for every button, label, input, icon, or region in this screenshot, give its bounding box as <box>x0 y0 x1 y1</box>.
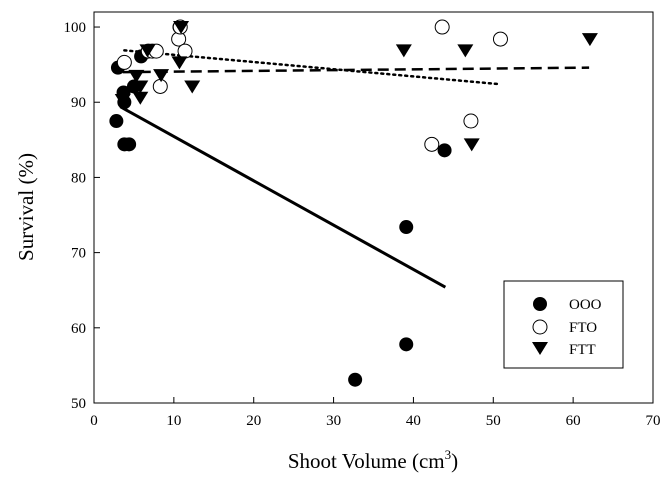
y-tick-label: 60 <box>71 321 86 337</box>
point-fto <box>152 78 168 94</box>
x-tick-label: 0 <box>90 413 98 429</box>
legend-label-ooo: OOO <box>569 297 602 313</box>
legend-marker-ftt <box>532 342 548 355</box>
point-fto <box>463 113 479 129</box>
x-axis-ticks: 0 10 20 30 40 50 60 70 <box>90 397 660 429</box>
x-axis-title-superscript: 3 <box>445 447 452 462</box>
legend-box <box>503 280 624 369</box>
point-ftt <box>184 80 201 94</box>
x-axis-title: Shoot Volume (cm3) <box>288 447 458 473</box>
y-tick-label: 70 <box>71 246 86 262</box>
point-fto <box>116 54 132 70</box>
point-ftt <box>457 44 474 58</box>
y-tick-label: 50 <box>71 396 86 412</box>
y-tick-label: 80 <box>71 170 86 186</box>
point-fto <box>492 31 508 47</box>
x-tick-label: 50 <box>486 413 501 429</box>
plot-frame <box>93 11 654 404</box>
point-fto <box>434 19 450 35</box>
point-ftt <box>132 80 149 94</box>
point-ftt <box>395 44 412 58</box>
x-axis-title-suffix: ) <box>451 449 458 473</box>
x-axis-title-main: Shoot Volume (cm <box>288 449 445 473</box>
legend-marker-ooo <box>533 297 547 311</box>
point-ooo <box>109 114 124 129</box>
x-tick-label: 40 <box>406 413 421 429</box>
point-ftt <box>153 69 170 83</box>
x-tick-label: 60 <box>566 413 581 429</box>
point-ftt <box>139 44 156 58</box>
legend-label-ftt: FTT <box>569 342 596 358</box>
point-ooo <box>437 143 452 158</box>
x-tick-label: 30 <box>326 413 341 429</box>
y-axis-title: Survival (%) <box>14 153 38 261</box>
x-tick-label: 20 <box>246 413 261 429</box>
legend-marker-fto <box>532 319 548 335</box>
legend-label-fto: FTO <box>569 320 597 336</box>
point-ftt <box>173 21 190 35</box>
x-tick-label: 70 <box>646 413 660 429</box>
point-ooo <box>399 337 414 352</box>
y-tick-label: 90 <box>71 95 86 111</box>
point-ftt <box>132 91 149 105</box>
point-ooo <box>399 220 414 235</box>
point-ooo <box>122 137 137 152</box>
trendline-ftt <box>122 66 590 74</box>
legend: OOO FTO FTT <box>503 280 624 369</box>
point-ftt <box>463 138 480 152</box>
point-ftt <box>581 33 598 47</box>
trendline-ooo <box>119 105 447 289</box>
point-fto <box>424 136 440 152</box>
point-ooo <box>348 372 363 387</box>
point-ftt <box>114 93 131 107</box>
point-ftt <box>171 56 188 70</box>
x-tick-label: 10 <box>166 413 181 429</box>
point-fto <box>177 43 193 59</box>
point-ftt <box>128 69 145 83</box>
y-tick-label: 100 <box>64 20 87 36</box>
y-axis-ticks: 50 60 70 80 90 100 <box>64 20 100 412</box>
data-points <box>109 19 598 387</box>
